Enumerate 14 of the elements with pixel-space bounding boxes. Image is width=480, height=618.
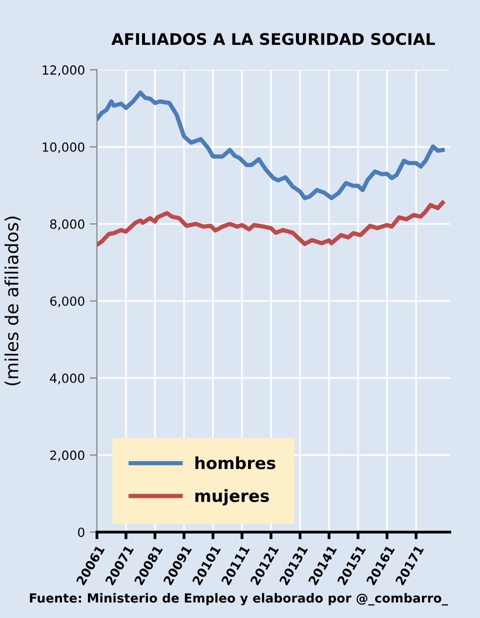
y-tick-label: 12,000 [42,65,84,76]
y-axis-title: (miles de afiliados) [4,216,21,386]
y-tick-label: 2,000 [50,450,84,462]
y-tick-label: 0 [78,528,84,538]
y-tick-label: 10,000 [42,142,84,154]
y-tick-label: 6,000 [50,296,84,308]
legend-label: hombres [195,456,276,470]
chart-title: AFILIADOS A LA SEGURIDAD SOCIAL [111,32,435,46]
legend-label: mujeres [195,489,269,506]
y-tick-label: 4,000 [50,373,84,384]
line-series [96,90,445,200]
source-note: Fuente: Ministerio de Empleo y elaborado por @_combarro_ [30,593,448,606]
y-tick-label: 8,000 [50,219,84,230]
line-series [96,200,445,247]
